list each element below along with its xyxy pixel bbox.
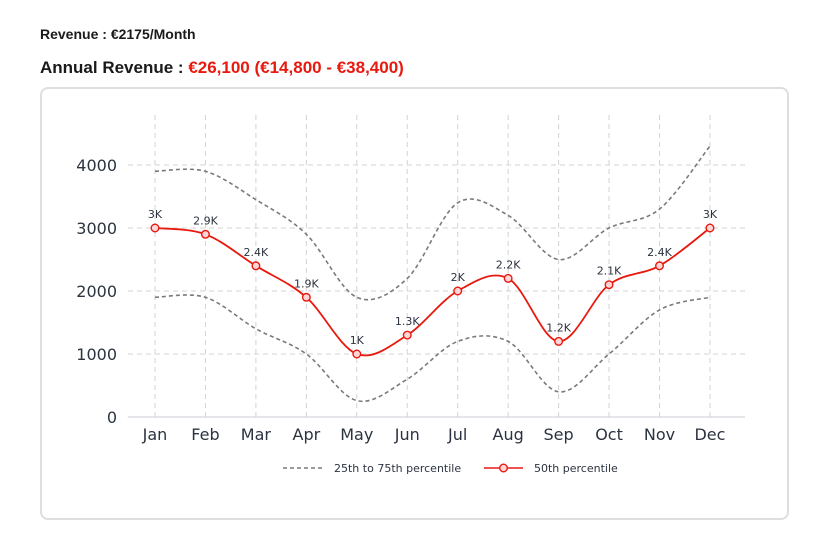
data-point-marker [705,223,715,233]
data-label: 2.2K [496,258,521,271]
data-label: 2.4K [244,246,269,259]
data-label: 3K [703,208,718,221]
series-line-50th-percentile [154,227,711,357]
data-label: 2K [451,271,466,284]
x-tick-label: Aug [493,425,524,444]
x-tick-label: Mar [241,425,272,444]
x-tick-label: Dec [694,425,725,444]
y-tick-label: 2000 [76,282,117,301]
data-label: 2.1K [597,265,622,278]
data-label: 3K [148,208,163,221]
x-tick-label: Nov [644,425,675,444]
y-tick-label: 1000 [76,345,117,364]
data-label: 1.9K [294,277,319,290]
data-point-marker [352,349,362,359]
data-point-marker [251,261,261,271]
data-point-marker [150,223,160,233]
data-label: 2.4K [647,246,672,259]
legend-label: 25th to 75th percentile [334,462,461,475]
data-label: 1K [350,334,365,347]
data-label: 2.9K [193,214,218,227]
x-tick-label: Jan [142,425,168,444]
monthly-revenue-label: Revenue : [40,26,111,42]
y-tick-label: 3000 [76,219,117,238]
data-point-marker [554,336,564,346]
series-line-75th-percentile [154,145,711,301]
series-line-25th-percentile [154,294,711,403]
legend-label: 50th percentile [534,462,618,475]
data-point-marker [604,280,614,290]
annual-revenue: Annual Revenue : €26,100 (€14,800 - €38,… [40,58,404,78]
data-point-marker [402,330,412,340]
chart-card [40,87,789,520]
monthly-revenue: Revenue : €2175/Month [40,26,196,42]
monthly-revenue-value: €2175/Month [110,26,196,42]
x-tick-label: Jun [394,425,420,444]
x-tick-label: Oct [595,425,623,444]
x-tick-label: Sep [544,425,574,444]
y-tick-label: 0 [107,408,117,427]
x-tick-label: Apr [293,425,321,444]
data-point-marker [503,273,513,283]
data-point-marker [301,292,311,302]
annual-revenue-label: Annual Revenue : [40,58,189,77]
y-tick-label: 4000 [76,156,117,175]
legend-marker-median [499,463,509,473]
data-label: 1.3K [395,315,420,328]
data-point-marker [655,261,665,271]
x-tick-label: May [340,425,373,444]
data-point-marker [200,229,210,239]
annual-revenue-value: €26,100 (€14,800 - €38,400) [188,58,404,77]
x-tick-label: Jul [447,425,467,444]
x-tick-label: Feb [191,425,219,444]
data-label: 1.2K [546,321,571,334]
data-point-marker [453,286,463,296]
